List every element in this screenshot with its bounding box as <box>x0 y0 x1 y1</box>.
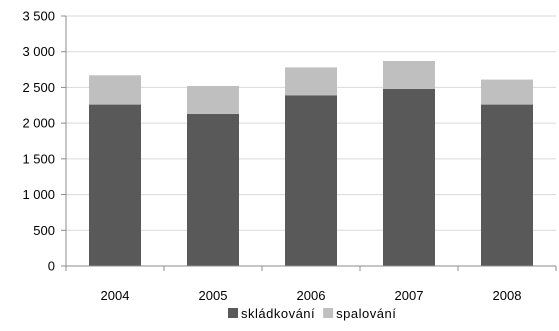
bar-segment-skladkovani-2005 <box>187 113 239 266</box>
x-tick-label: 2005 <box>199 288 228 303</box>
bar-segment-spalovani-2004 <box>89 75 141 105</box>
y-tick-label: 500 <box>33 223 55 238</box>
legend-swatch <box>323 308 334 318</box>
y-tick-label: 1 500 <box>22 151 55 166</box>
bar-segment-skladkovani-2004 <box>89 104 141 266</box>
legend-swatch <box>228 308 238 318</box>
axes: 0 500 1 000 1 500 2 000 2 500 3 000 3 500 2004 20… <box>22 9 557 303</box>
y-tick-label: 2 500 <box>22 80 55 95</box>
x-tick-label: 2004 <box>101 288 130 303</box>
y-tick-label: 3 500 <box>22 9 55 24</box>
legend-label: spalování <box>336 306 396 321</box>
bar-segment-skladkovani-2007 <box>383 88 435 266</box>
legend-label: skládkování <box>241 306 315 321</box>
y-tick-label: 3 000 <box>22 44 55 59</box>
x-tick-label: 2006 <box>297 288 326 303</box>
bar-segment-spalovani-2008 <box>481 79 533 105</box>
y-tick-label: 1 000 <box>22 187 55 202</box>
bar-segment-skladkovani-2008 <box>481 104 533 266</box>
bar-segment-skladkovani-2006 <box>285 95 337 267</box>
bars <box>89 61 533 267</box>
bar-segment-spalovani-2006 <box>285 67 337 96</box>
bar-segment-spalovani-2007 <box>383 61 435 89</box>
legend: skládkování spalování <box>228 306 396 321</box>
y-tick-label: 0 <box>48 259 55 274</box>
x-tick-label: 2007 <box>395 288 424 303</box>
y-tick-label: 2 000 <box>22 116 55 131</box>
x-tick-label: 2008 <box>493 288 522 303</box>
bar-segment-spalovani-2005 <box>187 86 239 114</box>
